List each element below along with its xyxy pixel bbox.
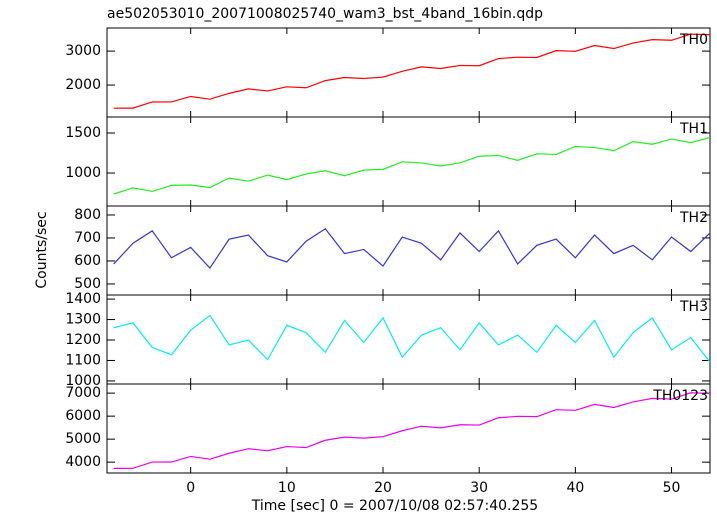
y-tick-label: 500 <box>74 276 101 292</box>
panel-frame <box>106 27 711 118</box>
panel-frame <box>106 116 711 207</box>
light-curve <box>113 33 711 109</box>
chart-title: ae502053010_20071008025740_wam3_bst_4ban… <box>107 6 543 22</box>
light-curve <box>113 136 711 195</box>
light-curve <box>113 392 711 469</box>
light-curve <box>113 314 711 363</box>
y-tick-label: 5000 <box>65 431 101 447</box>
y-tick-label: 6000 <box>65 408 101 424</box>
x-tick-label: 0 <box>186 480 195 496</box>
y-tick-label: 3000 <box>65 43 101 59</box>
x-tick-label: 20 <box>374 480 392 496</box>
x-tick-label: 50 <box>663 480 681 496</box>
x-tick-label: 40 <box>566 480 584 496</box>
y-tick-label: 1500 <box>65 125 101 141</box>
y-tick-label: 7000 <box>65 385 101 401</box>
series-label: TH2 <box>679 210 708 226</box>
x-tick-label: 30 <box>470 480 488 496</box>
series-label: TH0 <box>679 32 708 48</box>
y-tick-label: 1100 <box>65 352 101 368</box>
series-label: TH3 <box>679 299 708 315</box>
x-tick-label: 10 <box>278 480 296 496</box>
series-label: TH0123 <box>652 388 708 404</box>
y-tick-label: 700 <box>74 230 101 246</box>
y-tick-label: 4000 <box>65 454 101 470</box>
y-axis-label: Counts/sec <box>34 211 50 288</box>
y-tick-label: 1000 <box>65 165 101 181</box>
y-tick-label: 600 <box>74 253 101 269</box>
y-tick-label: 1200 <box>65 332 101 348</box>
panel-frame <box>106 294 711 385</box>
y-tick-label: 1300 <box>65 312 101 328</box>
y-tick-label: 1000 <box>65 373 101 389</box>
light-curve <box>113 227 711 270</box>
y-tick-label: 2000 <box>65 77 101 93</box>
y-tick-label: 1400 <box>65 291 101 307</box>
x-axis-label: Time [sec] 0 = 2007/10/08 02:57:40.255 <box>251 498 538 514</box>
y-tick-label: 800 <box>74 207 101 223</box>
panel-frame <box>106 383 711 474</box>
series-label: TH1 <box>679 121 708 137</box>
